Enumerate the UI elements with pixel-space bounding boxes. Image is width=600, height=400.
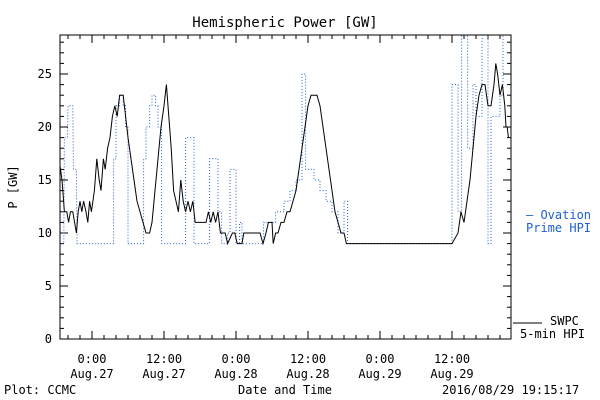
x-axis: 0:00Aug.2712:00Aug.270:00Aug.2812:00Aug.… (67, 35, 501, 381)
legend-swpc-5min-hpi: SWPC 5-min HPI (513, 314, 585, 341)
series-line-swpc-5min-hpi (60, 63, 509, 246)
legend-ovation-line1: — Ovation (526, 208, 591, 222)
x-tick-label-date: Aug.29 (430, 367, 473, 381)
y-tick-label: 15 (38, 173, 52, 187)
x-tick-label-date: Aug.27 (142, 367, 185, 381)
x-tick-label-date: Aug.28 (286, 367, 329, 381)
plot-border (59, 34, 512, 340)
x-tick-label-date: Aug.28 (214, 367, 257, 381)
y-tick-label: 20 (38, 120, 52, 134)
y-tick-label: 25 (38, 67, 52, 81)
x-tick-label-time: 12:00 (146, 352, 182, 366)
footer-plot-credit: Plot: CCMC (4, 383, 76, 397)
legend-swpc-line1: SWPC (550, 314, 579, 328)
y-tick-label: 5 (45, 279, 52, 293)
x-tick-label-time: 0:00 (222, 352, 251, 366)
x-tick-label-time: 0:00 (78, 352, 107, 366)
x-tick-label-time: 12:00 (434, 352, 470, 366)
x-axis-label: Date and Time (238, 383, 332, 397)
series-line-ovation-prime-hpi (60, 35, 504, 245)
y-tick-label: 10 (38, 226, 52, 240)
x-tick-label-date: Aug.27 (70, 367, 113, 381)
y-axis-label: P [GW] (6, 165, 20, 208)
footer-timestamp: 2016/08/29 19:15:17 (442, 383, 579, 397)
chart-title: Hemispheric Power [GW] (192, 15, 377, 31)
x-tick-label-time: 12:00 (290, 352, 326, 366)
legend-ovation-prime-hpi: — Ovation Prime HPI (526, 208, 591, 235)
x-tick-label-date: Aug.29 (358, 367, 401, 381)
y-axis: 0 5 10 15 20 25 (38, 41, 511, 346)
y-tick-label: 0 (45, 332, 52, 346)
x-tick-label-time: 0:00 (366, 352, 395, 366)
legend-ovation-line2: Prime HPI (526, 221, 591, 235)
plot-frame (59, 34, 512, 340)
legend-swpc-line2: 5-min HPI (520, 327, 585, 341)
